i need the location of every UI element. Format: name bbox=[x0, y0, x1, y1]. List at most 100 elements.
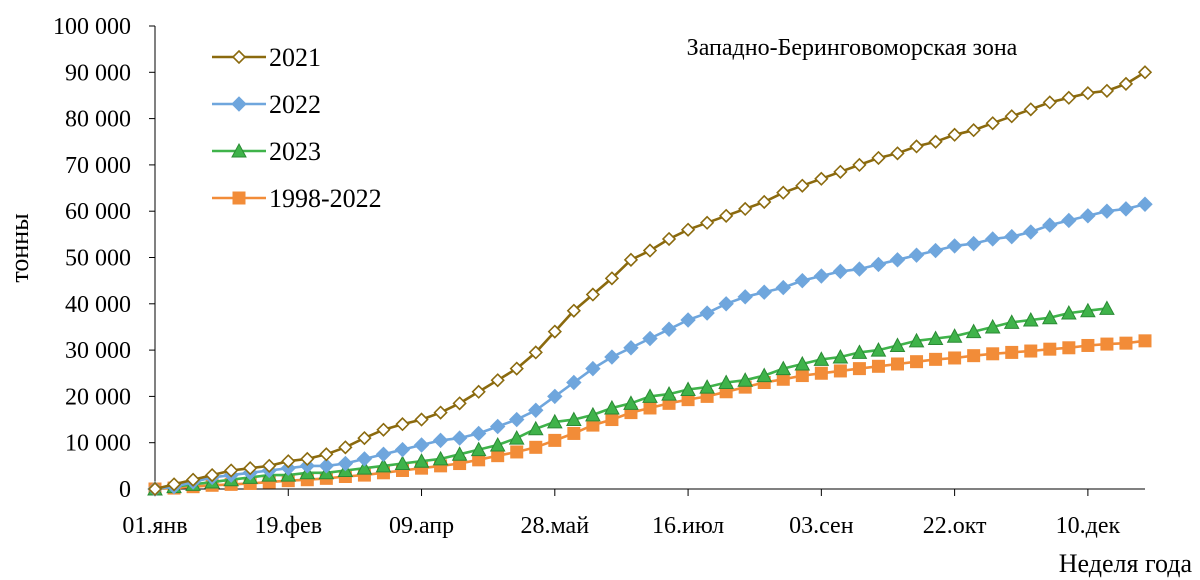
x-tick-label: 01.янв bbox=[122, 513, 187, 539]
data-point bbox=[1005, 345, 1019, 359]
x-axis-ticks: 01.янв 19.фев 09.апр 28.май 16.июл 03.сен 22.о… bbox=[122, 489, 1120, 539]
series-1998-2022 bbox=[148, 334, 1152, 496]
data-point bbox=[927, 330, 944, 346]
data-point bbox=[451, 430, 468, 446]
y-tick-label: 20 000 bbox=[65, 384, 131, 410]
data-point bbox=[891, 357, 904, 371]
data-point bbox=[1042, 95, 1057, 110]
data-point bbox=[528, 402, 544, 418]
legend-item: 1998-2022 bbox=[212, 184, 382, 213]
data-point bbox=[1118, 201, 1134, 217]
data-point bbox=[1118, 76, 1134, 92]
y-tick-label: 60 000 bbox=[65, 199, 131, 225]
data-point bbox=[680, 222, 696, 237]
data-point bbox=[395, 417, 410, 432]
y-tick-label: 30 000 bbox=[65, 338, 131, 364]
data-point bbox=[814, 366, 828, 380]
data-point bbox=[1061, 90, 1076, 105]
data-point bbox=[1119, 336, 1133, 350]
data-point bbox=[813, 351, 830, 366]
data-point bbox=[375, 446, 392, 462]
data-point bbox=[946, 238, 963, 254]
data-point bbox=[1080, 302, 1096, 318]
data-point bbox=[1137, 196, 1153, 212]
series-layer bbox=[147, 65, 1153, 497]
data-point bbox=[1024, 344, 1038, 358]
y-tick-label: 50 000 bbox=[65, 246, 131, 272]
data-point bbox=[1099, 83, 1115, 98]
data-point bbox=[566, 411, 582, 427]
data-point bbox=[1004, 228, 1020, 245]
data-point bbox=[795, 178, 810, 193]
data-point bbox=[232, 191, 246, 205]
x-axis-label: Неделя года bbox=[1059, 549, 1193, 578]
data-point bbox=[356, 460, 373, 475]
data-point bbox=[166, 477, 182, 492]
y-tick-label: 0 bbox=[119, 477, 131, 503]
data-point bbox=[510, 445, 524, 459]
data-point bbox=[908, 332, 925, 348]
data-point bbox=[432, 432, 449, 449]
data-point bbox=[833, 164, 848, 179]
data-point bbox=[470, 441, 487, 457]
data-point bbox=[243, 461, 258, 476]
legend-label: 2021 bbox=[269, 43, 321, 72]
data-point bbox=[433, 405, 448, 420]
data-point bbox=[527, 420, 544, 436]
legend-item: 2021 bbox=[212, 43, 321, 72]
data-point bbox=[642, 330, 658, 347]
data-point bbox=[947, 127, 962, 142]
data-point bbox=[413, 437, 430, 453]
data-point bbox=[756, 367, 773, 383]
data-point bbox=[889, 337, 906, 352]
data-point bbox=[927, 242, 944, 259]
data-point bbox=[451, 446, 468, 461]
data-point bbox=[661, 231, 677, 247]
data-point bbox=[852, 157, 867, 173]
data-point bbox=[680, 381, 696, 396]
y-tick-label: 80 000 bbox=[65, 107, 131, 133]
data-point bbox=[1099, 203, 1115, 219]
data-point bbox=[489, 436, 506, 452]
x-tick-label: 10.дек bbox=[1056, 513, 1121, 539]
data-point bbox=[966, 123, 981, 138]
data-point bbox=[1041, 309, 1058, 325]
data-point bbox=[908, 247, 925, 263]
data-point bbox=[813, 268, 830, 284]
y-tick-label: 40 000 bbox=[65, 292, 131, 318]
data-point bbox=[319, 447, 334, 462]
data-point bbox=[529, 440, 543, 454]
data-point bbox=[795, 369, 809, 383]
data-point bbox=[1062, 341, 1076, 355]
data-point bbox=[889, 252, 906, 268]
data-point bbox=[231, 96, 247, 112]
data-point bbox=[642, 388, 658, 403]
data-point bbox=[699, 305, 715, 321]
data-point bbox=[986, 347, 1000, 361]
data-point bbox=[967, 349, 981, 363]
data-point bbox=[1042, 217, 1058, 233]
data-point bbox=[509, 411, 525, 428]
data-point bbox=[262, 458, 277, 473]
data-point bbox=[775, 360, 792, 376]
series-2021 bbox=[147, 65, 1153, 497]
data-point bbox=[757, 194, 772, 210]
data-point bbox=[643, 401, 657, 415]
data-point bbox=[832, 263, 849, 280]
data-point bbox=[948, 351, 962, 365]
data-point bbox=[965, 323, 982, 339]
data-point bbox=[585, 360, 601, 377]
data-point bbox=[1137, 65, 1153, 80]
data-point bbox=[231, 49, 247, 65]
data-point bbox=[756, 284, 772, 300]
data-point bbox=[870, 342, 887, 357]
y-axis-ticks: 0 10 000 20 000 30 000 40 000 50 000 60 000 70 … bbox=[53, 14, 155, 503]
data-point bbox=[394, 441, 411, 458]
data-point bbox=[281, 454, 296, 469]
data-point bbox=[1081, 338, 1095, 352]
x-tick-label: 22.окт bbox=[923, 513, 987, 539]
y-tick-label: 100 000 bbox=[53, 14, 131, 40]
data-point bbox=[965, 235, 982, 252]
data-point bbox=[566, 374, 582, 391]
data-point bbox=[470, 425, 487, 442]
